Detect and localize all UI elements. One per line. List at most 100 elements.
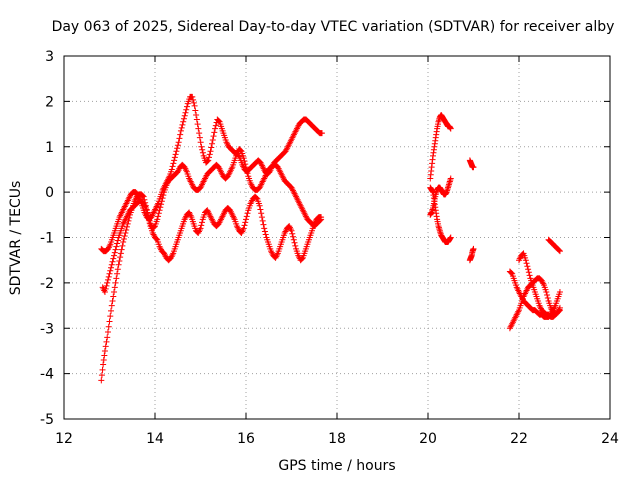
data-point [103,282,110,289]
data-point [101,288,108,295]
data-point [196,130,203,137]
data-point [199,146,206,153]
data-point [106,318,113,325]
data-point [237,147,244,154]
data-point [556,307,563,314]
data-point [240,155,247,162]
data-point [244,170,251,177]
x-tick-label: 18 [328,431,346,447]
data-point [209,140,216,147]
x-tick-label: 24 [601,431,619,447]
data-point [123,226,130,233]
data-point [243,164,249,171]
data-point [105,273,112,280]
x-tick-label: 22 [510,431,528,447]
data-point [181,112,188,119]
data-point [104,279,111,286]
data-point [242,161,249,168]
data-point [172,151,179,158]
data-point [243,213,250,220]
data-point [210,133,217,140]
data-point [258,214,265,221]
data-point [257,206,264,213]
data-point [470,245,477,252]
data-point [198,143,205,150]
data-point [116,257,123,264]
data-point [111,284,118,291]
data-point [180,115,187,122]
data-point [99,366,106,373]
data-point [110,293,117,300]
y-tick-label: 1 [45,140,54,156]
data-point [101,347,108,354]
data-point [447,125,454,132]
data-point [145,214,152,221]
y-tick-label: -3 [40,321,54,337]
data-point [556,307,563,314]
data-point [109,298,116,305]
data-point [110,255,117,262]
data-point [197,225,204,232]
x-axis-label: GPS time / hours [278,458,395,474]
data-point [175,139,182,146]
data-point [198,222,205,229]
data-point [241,222,248,229]
data-point [318,216,325,223]
y-tick-label: -4 [40,367,54,383]
data-point [98,377,105,384]
data-point [242,219,249,226]
data-point [145,211,152,218]
data-point [209,136,216,143]
data-point [526,272,533,279]
data-point [102,343,109,350]
data-point [261,228,268,235]
data-point [179,121,186,128]
data-point [292,242,299,249]
data-point [258,210,265,217]
data-point [123,223,130,230]
points-layer [98,93,563,384]
data-point [199,149,206,156]
data-point [115,261,122,268]
data-point [204,158,211,165]
data-point [174,142,181,149]
data-point [522,257,529,264]
data-point [556,247,563,254]
data-point [290,233,297,240]
data-point [447,175,454,182]
data-point [244,210,251,217]
data-point [176,135,183,142]
data-point [193,116,200,123]
x-tick-label: 20 [419,431,437,447]
data-point [207,148,214,155]
data-point [525,266,532,273]
data-point [109,258,116,265]
data-point [111,249,118,256]
data-point [177,127,184,134]
data-point [158,201,165,208]
data-point [121,232,128,239]
data-point [111,252,118,259]
data-point [192,107,199,114]
data-point [157,204,164,211]
data-point [196,134,203,141]
data-point [211,129,218,136]
chart-title: Day 063 of 2025, Sidereal Day-to-day VTE… [52,19,615,35]
data-point [525,269,532,276]
data-point [183,106,190,113]
data-point [169,163,176,170]
data-point [171,157,178,164]
data-point [544,295,551,301]
data-point [180,118,187,125]
data-point [261,225,268,232]
data-point [174,145,181,152]
data-point [98,372,105,379]
data-point [253,195,260,202]
data-point [182,109,189,116]
data-point [193,111,200,118]
data-point [106,270,113,277]
data-point [104,276,111,283]
data-point [212,125,219,132]
